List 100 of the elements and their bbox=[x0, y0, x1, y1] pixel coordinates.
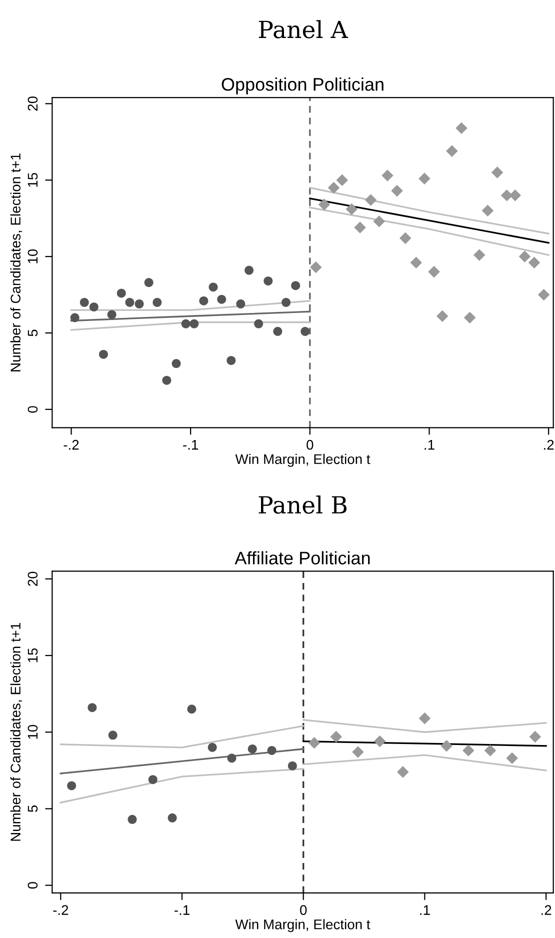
point bbox=[67, 781, 76, 790]
point bbox=[267, 746, 276, 755]
point bbox=[428, 266, 440, 278]
point bbox=[199, 296, 208, 306]
point bbox=[190, 319, 199, 328]
point bbox=[354, 222, 366, 234]
x-tick-label: 0 bbox=[300, 905, 307, 915]
point bbox=[328, 182, 340, 194]
point bbox=[352, 746, 364, 758]
point bbox=[148, 775, 158, 784]
chart-subtitle: Affiliate Politician bbox=[234, 551, 370, 564]
y-tick-label: 5 bbox=[28, 805, 38, 812]
point bbox=[464, 312, 476, 324]
point bbox=[418, 712, 431, 724]
point bbox=[436, 310, 448, 322]
point bbox=[418, 172, 430, 184]
point bbox=[506, 752, 518, 764]
point bbox=[518, 250, 531, 262]
point bbox=[310, 261, 322, 274]
chart-title: Panel A bbox=[258, 20, 348, 38]
point bbox=[227, 754, 236, 763]
y-tick-label: 0 bbox=[28, 882, 38, 889]
point bbox=[308, 736, 320, 749]
point bbox=[446, 145, 458, 157]
point bbox=[236, 299, 246, 308]
x-axis-title: Win Margin, Election t bbox=[235, 454, 370, 467]
point bbox=[125, 298, 134, 307]
point bbox=[336, 174, 348, 186]
point bbox=[116, 288, 126, 298]
point bbox=[128, 814, 137, 824]
point bbox=[462, 744, 474, 756]
point bbox=[273, 326, 282, 336]
point bbox=[217, 294, 226, 304]
y-tick-label: 5 bbox=[28, 330, 38, 336]
x-tick-label: -.2 bbox=[53, 905, 68, 915]
point bbox=[144, 278, 154, 288]
point bbox=[440, 740, 452, 752]
point bbox=[172, 359, 181, 368]
point bbox=[134, 299, 144, 308]
x-tick-label: -.2 bbox=[64, 440, 79, 450]
point bbox=[391, 184, 403, 197]
point bbox=[282, 298, 291, 307]
point bbox=[89, 302, 98, 312]
point bbox=[248, 744, 257, 754]
y-tick-label: 15 bbox=[28, 648, 38, 662]
x-tick-label: 0 bbox=[306, 440, 314, 450]
x-axis-title: Win Margin, Election t bbox=[235, 919, 370, 932]
point bbox=[288, 761, 297, 770]
point bbox=[528, 256, 540, 269]
y-tick-label: 10 bbox=[28, 724, 38, 739]
point bbox=[482, 204, 494, 217]
point bbox=[364, 194, 377, 206]
point bbox=[187, 704, 196, 714]
point bbox=[346, 203, 358, 216]
y-axis-title: Number of Candidates, Election t+1 bbox=[10, 153, 22, 372]
point bbox=[70, 313, 80, 322]
point bbox=[374, 735, 386, 748]
point bbox=[168, 813, 177, 822]
point bbox=[244, 266, 254, 275]
point bbox=[291, 281, 300, 290]
point bbox=[538, 288, 550, 301]
y-axis-title: Number of Candidates, Election t+1 bbox=[10, 622, 22, 841]
point bbox=[254, 319, 264, 328]
y-tick-label: 20 bbox=[28, 572, 38, 586]
y-tick-label: 10 bbox=[28, 249, 38, 264]
y-tick-label: 0 bbox=[28, 406, 38, 413]
point bbox=[456, 122, 468, 134]
point bbox=[208, 742, 217, 752]
y-tick-label: 15 bbox=[28, 172, 38, 187]
point bbox=[80, 298, 89, 307]
point bbox=[300, 326, 310, 336]
x-tick-label: .1 bbox=[424, 440, 434, 450]
x-tick-label: -.1 bbox=[183, 440, 198, 450]
x-tick-label: .2 bbox=[544, 440, 554, 450]
x-tick-label: .2 bbox=[542, 905, 552, 915]
point bbox=[318, 198, 330, 210]
point bbox=[382, 170, 394, 182]
point bbox=[152, 298, 162, 307]
point bbox=[264, 276, 273, 286]
chart-title: Panel B bbox=[258, 495, 347, 514]
point bbox=[107, 310, 116, 320]
x-tick-label: -.1 bbox=[174, 905, 190, 915]
point bbox=[98, 350, 108, 359]
point bbox=[181, 319, 190, 328]
point bbox=[108, 730, 118, 740]
point bbox=[330, 730, 342, 743]
point bbox=[491, 166, 504, 178]
chart-subtitle: Opposition Politician bbox=[222, 78, 384, 94]
point bbox=[88, 703, 97, 712]
point bbox=[226, 356, 236, 365]
x-tick-label: .1 bbox=[420, 905, 430, 915]
point bbox=[396, 766, 409, 778]
point bbox=[529, 730, 542, 743]
point bbox=[484, 744, 496, 756]
point bbox=[410, 256, 422, 269]
y-tick-label: 20 bbox=[28, 96, 38, 111]
point bbox=[373, 215, 386, 228]
point bbox=[162, 376, 172, 385]
point bbox=[399, 232, 412, 244]
point bbox=[473, 249, 486, 261]
